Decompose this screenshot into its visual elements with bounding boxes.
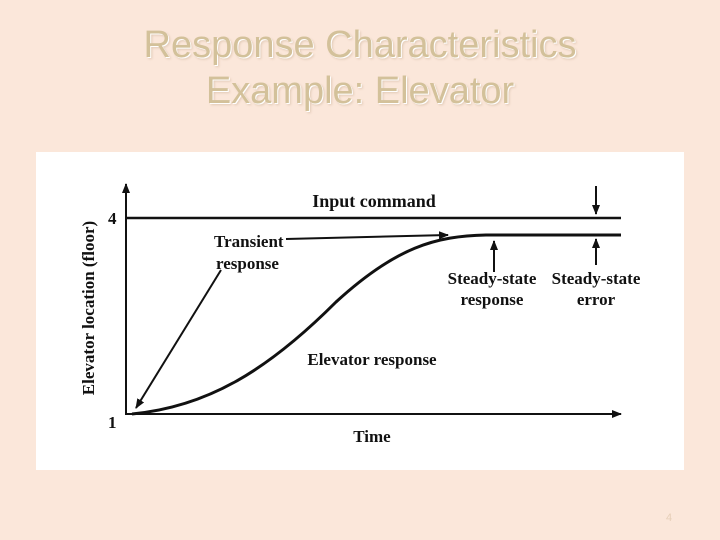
page-number: 4 [666, 512, 673, 524]
steady-state-response-label-line-1: Steady-state [448, 269, 537, 288]
transient-label-line-1: Transient [214, 232, 284, 251]
title-line-2: Example: Elevator [205, 70, 515, 112]
x-axis-label: Time [353, 427, 391, 446]
slide-title: Response Characteristics Example: Elevat… [0, 22, 720, 114]
title-line-1: Response Characteristics [143, 24, 577, 66]
steady-state-response-label-line-2: response [461, 290, 524, 309]
input-command-label: Input command [312, 191, 436, 211]
transient-label-line-2: response [216, 254, 279, 273]
elevator-response-curve [131, 233, 621, 416]
transient-arrow-right [285, 231, 449, 240]
y-tick-top: 4 [108, 209, 117, 228]
steady-state-error-label-line-2: error [577, 290, 616, 309]
response-diagram-svg: 4 1 Elevator location (floor) Time Input… [79, 183, 641, 446]
y-tick-bottom: 1 [108, 413, 117, 432]
transient-arrow-down [135, 269, 222, 409]
elevator-response-figure: 4 1 Elevator location (floor) Time Input… [36, 152, 684, 470]
steady-state-error-label-line-1: Steady-state [552, 269, 641, 288]
elevator-response-label: Elevator response [307, 350, 437, 369]
y-axis-label: Elevator location (floor) [79, 221, 98, 395]
